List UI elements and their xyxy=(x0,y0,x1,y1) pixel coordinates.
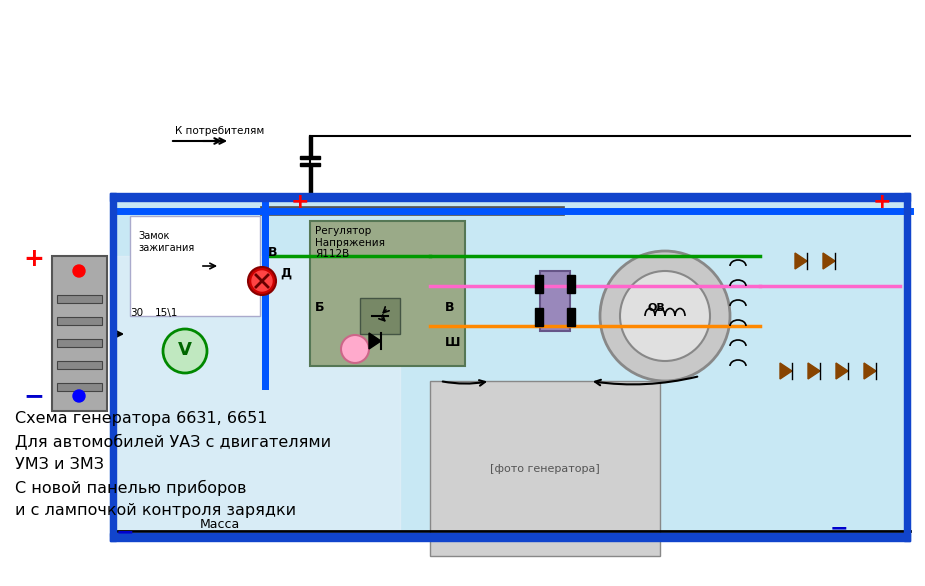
Text: К потребителям: К потребителям xyxy=(175,126,265,136)
Bar xyxy=(110,533,910,541)
Polygon shape xyxy=(795,253,807,269)
Polygon shape xyxy=(823,253,835,269)
Polygon shape xyxy=(780,363,792,379)
Polygon shape xyxy=(369,333,381,349)
Bar xyxy=(57,361,102,369)
Polygon shape xyxy=(836,363,848,379)
Bar xyxy=(57,383,102,391)
Circle shape xyxy=(163,329,207,373)
Bar xyxy=(110,196,910,536)
Bar xyxy=(110,193,910,201)
Bar xyxy=(535,308,543,326)
Circle shape xyxy=(252,271,272,291)
Text: Б: Б xyxy=(315,301,325,314)
Text: −: − xyxy=(23,384,44,408)
Circle shape xyxy=(341,335,369,363)
Bar xyxy=(360,298,400,334)
Text: [фото генератора]: [фото генератора] xyxy=(490,464,600,474)
Bar xyxy=(52,256,107,411)
Bar xyxy=(310,221,465,366)
Bar xyxy=(309,136,312,156)
Polygon shape xyxy=(864,363,876,379)
Circle shape xyxy=(620,271,710,361)
Text: −: − xyxy=(116,522,135,542)
Text: Схема генератора 6631, 6651
Для автомобилей УАЗ с двигателями
УМЗ и ЗМЗ
С новой : Схема генератора 6631, 6651 Для автомоби… xyxy=(15,411,331,518)
Bar xyxy=(130,216,260,316)
Text: +: + xyxy=(872,192,892,212)
Text: V: V xyxy=(178,341,192,359)
Text: 15\1: 15\1 xyxy=(155,308,179,318)
Text: +: + xyxy=(290,192,309,212)
Text: Масса: Масса xyxy=(200,518,241,531)
Bar xyxy=(57,295,102,303)
Bar xyxy=(430,381,660,556)
Text: Замок
зажигания: Замок зажигания xyxy=(138,231,194,253)
Bar xyxy=(300,163,320,166)
Text: В: В xyxy=(445,301,454,314)
Bar xyxy=(57,317,102,325)
Bar xyxy=(540,271,570,331)
Bar xyxy=(904,193,910,541)
Bar xyxy=(567,275,575,293)
Circle shape xyxy=(600,251,730,381)
Bar xyxy=(300,156,320,159)
Text: Регулятор
Напряжения
Я112В: Регулятор Напряжения Я112В xyxy=(315,226,385,259)
Circle shape xyxy=(73,390,85,402)
Text: ОВ: ОВ xyxy=(647,303,665,313)
Bar xyxy=(567,308,575,326)
Text: 30: 30 xyxy=(130,308,143,318)
Circle shape xyxy=(73,265,85,277)
Bar xyxy=(309,166,312,196)
Bar xyxy=(110,193,116,541)
Text: +: + xyxy=(23,247,44,271)
Bar xyxy=(57,339,102,347)
Polygon shape xyxy=(808,363,820,379)
Bar xyxy=(110,256,400,536)
Text: −: − xyxy=(830,518,848,538)
Text: Д: Д xyxy=(280,267,291,280)
Text: В: В xyxy=(268,246,278,259)
Bar xyxy=(535,275,543,293)
Text: Ш: Ш xyxy=(445,336,461,349)
Circle shape xyxy=(248,267,276,295)
